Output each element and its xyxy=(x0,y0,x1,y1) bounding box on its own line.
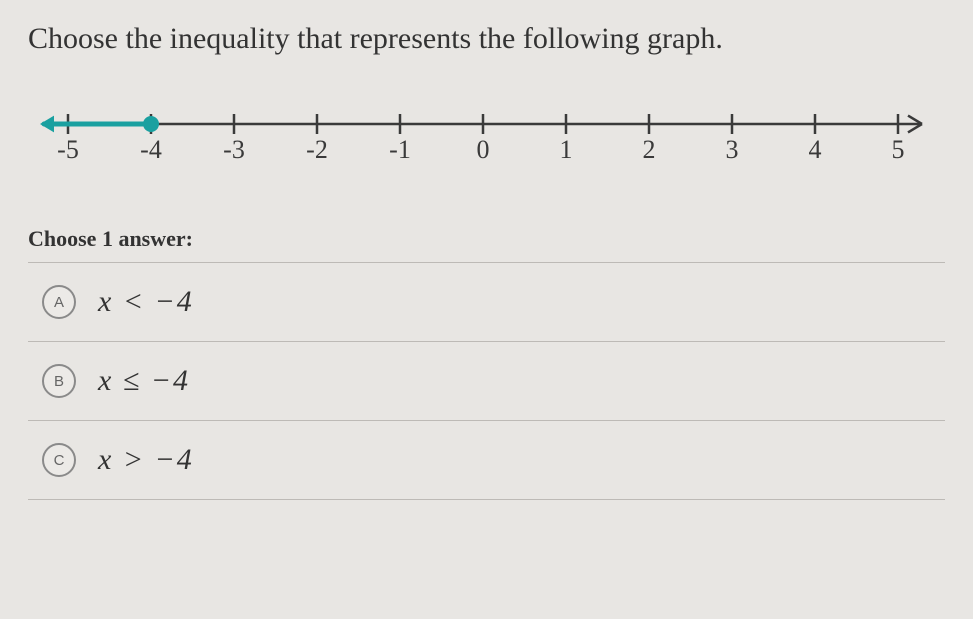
choose-label: Choose 1 answer: xyxy=(28,226,945,252)
option-c[interactable]: C x > −4 xyxy=(28,421,945,500)
svg-text:-5: -5 xyxy=(57,135,79,164)
options-list: A x < −4 B x ≤ −4 C x > −4 xyxy=(28,262,945,500)
option-c-expr: x > −4 xyxy=(98,443,194,477)
svg-text:2: 2 xyxy=(643,135,656,164)
number-line: -5 -4 -3 -2 -1 0 1 2 3 4 5 xyxy=(28,104,938,174)
radio-a[interactable]: A xyxy=(42,285,76,319)
question-text: Choose the inequality that represents th… xyxy=(28,22,945,56)
option-b-expr: x ≤ −4 xyxy=(98,364,190,398)
svg-text:5: 5 xyxy=(892,135,905,164)
svg-text:-4: -4 xyxy=(140,135,162,164)
svg-text:-1: -1 xyxy=(389,135,411,164)
option-a[interactable]: A x < −4 xyxy=(28,263,945,342)
option-a-expr: x < −4 xyxy=(98,285,194,319)
radio-b[interactable]: B xyxy=(42,364,76,398)
svg-text:4: 4 xyxy=(809,135,822,164)
svg-text:3: 3 xyxy=(726,135,739,164)
svg-text:1: 1 xyxy=(560,135,573,164)
svg-text:0: 0 xyxy=(477,135,490,164)
radio-c[interactable]: C xyxy=(42,443,76,477)
option-b[interactable]: B x ≤ −4 xyxy=(28,342,945,421)
svg-text:-2: -2 xyxy=(306,135,328,164)
svg-text:-3: -3 xyxy=(223,135,245,164)
